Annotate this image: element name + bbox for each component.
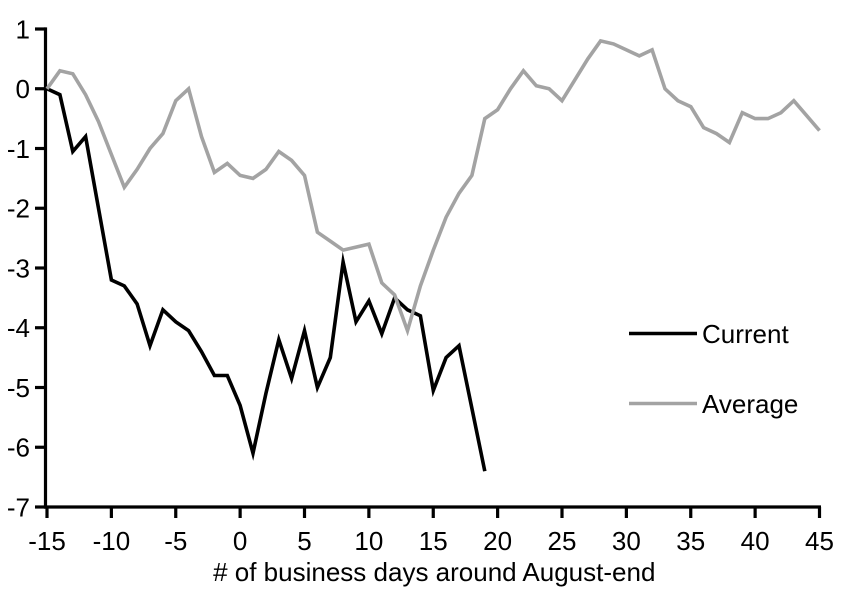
x-axis-tick-label: 0 — [233, 526, 247, 556]
x-axis-tick-label: 45 — [805, 526, 834, 556]
x-axis-tick-label: 40 — [741, 526, 770, 556]
y-axis-tick-label: -2 — [7, 194, 30, 224]
y-axis-tick-label: 0 — [16, 74, 30, 104]
y-axis-tick-label: -3 — [7, 253, 30, 283]
legend-label-average: Average — [702, 389, 798, 419]
x-axis-tick-label: 10 — [354, 526, 383, 556]
x-axis-title: # of business days around August-end — [213, 557, 655, 587]
series-current-line — [46, 87, 487, 472]
y-axis-tick-label: -6 — [7, 433, 30, 463]
x-axis-tick-label: 35 — [676, 526, 705, 556]
legend-label-current: Current — [702, 319, 789, 349]
y-axis-tick-label: -5 — [7, 373, 30, 403]
y-axis-tick-label: -7 — [7, 492, 30, 522]
x-axis-tick-label: 20 — [483, 526, 512, 556]
x-axis: -15 -10 -5 0 5 10 15 20 25 30 35 40 45 — [28, 507, 834, 556]
y-axis: 1 0 -1 -2 -3 -4 -5 -6 -7 — [7, 14, 46, 522]
x-axis-tick-label: -15 — [28, 526, 66, 556]
legend: Current Average — [629, 319, 798, 419]
x-axis-tick-label: -5 — [164, 526, 187, 556]
x-axis-tick-label: -10 — [93, 526, 131, 556]
x-axis-tick-label: 25 — [548, 526, 577, 556]
series-average-line — [45, 38, 821, 337]
y-axis-tick-label: 1 — [16, 14, 30, 44]
x-axis-tick-label: 15 — [419, 526, 448, 556]
y-axis-tick-label: -4 — [7, 313, 30, 343]
x-axis-tick-label: 30 — [612, 526, 641, 556]
y-axis-tick-label: -1 — [7, 134, 30, 164]
x-axis-tick-label: 5 — [297, 526, 311, 556]
